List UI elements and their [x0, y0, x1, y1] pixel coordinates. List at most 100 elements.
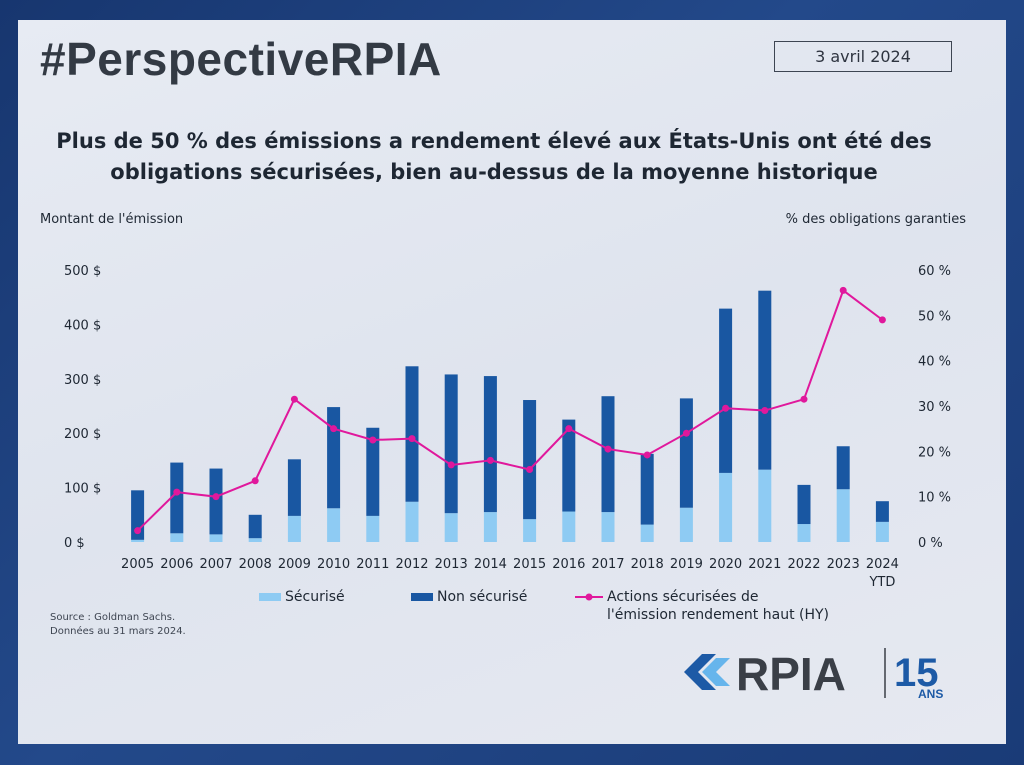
y-axis-right-label: % des obligations garanties: [785, 212, 966, 227]
y-tick-label: 100 $: [64, 482, 101, 497]
bar-unsecured: [797, 484, 811, 525]
x-tick-label: 2011: [356, 557, 389, 572]
line-point: [173, 488, 181, 496]
bar-secured: [797, 524, 811, 542]
bar-secured: [719, 472, 733, 542]
source-note: Source : Goldman Sachs. Données au 31 ma…: [50, 611, 186, 639]
line-point: [604, 445, 612, 453]
y-tick-label: 200 $: [64, 427, 101, 442]
rpia-logo-text: RPIA: [736, 648, 846, 700]
bar-unsecured: [209, 468, 223, 535]
x-tick-label: 2012: [395, 557, 428, 572]
bar-secured: [209, 534, 223, 542]
line-point: [565, 425, 573, 433]
bar-unsecured: [170, 462, 184, 534]
x-tick-label: 2005: [121, 557, 154, 572]
bar-unsecured: [523, 400, 537, 520]
legend-swatch-secured: [259, 593, 281, 601]
y2-tick-label: 40 %: [918, 355, 951, 370]
x-tick-label: 2023: [827, 557, 860, 572]
line-point: [290, 395, 298, 403]
bar-secured: [679, 507, 693, 542]
bar-unsecured: [758, 290, 772, 470]
bar-unsecured: [679, 398, 693, 508]
legend-label-line-text: Actions sécurisées de l'émission rendemen…: [607, 589, 830, 623]
bar-secured: [131, 539, 145, 542]
bar-secured: [483, 512, 497, 542]
line-point: [878, 316, 886, 324]
bar-secured: [405, 501, 419, 542]
bar-secured: [287, 515, 301, 542]
bar-unsecured: [719, 308, 733, 473]
bar-unsecured: [287, 459, 301, 516]
bar-secured: [562, 511, 576, 542]
rpia-logo-years: 15: [894, 651, 939, 695]
x-tick-label: 2018: [631, 557, 664, 572]
bar-unsecured: [601, 396, 615, 513]
y2-tick-label: 10 %: [918, 491, 951, 506]
rpia-logo: RPIA 15 ANS: [684, 648, 943, 701]
line-point: [682, 429, 690, 437]
bar-secured: [366, 515, 380, 542]
y2-tick-label: 30 %: [918, 400, 951, 415]
line-point: [330, 425, 338, 433]
x-tick-label: 2022: [787, 557, 820, 572]
x-tick-label: 2020: [709, 557, 742, 572]
line-point: [486, 456, 494, 464]
line-point: [526, 465, 534, 473]
legend-label-secured: Sécurisé: [285, 589, 345, 605]
bar-secured: [327, 508, 341, 542]
legend-swatch-unsecured: [411, 593, 433, 601]
bar-unsecured: [483, 376, 497, 513]
line-point: [408, 435, 416, 443]
x-tick-label: 2017: [591, 557, 624, 572]
line-point: [839, 286, 847, 294]
bar-unsecured: [327, 407, 341, 509]
bar-secured: [758, 469, 772, 542]
y-tick-label: 500 $: [64, 264, 101, 279]
bar-unsecured: [248, 514, 262, 539]
bar-secured: [875, 521, 889, 542]
bar-unsecured: [405, 366, 419, 502]
bar-secured: [523, 519, 537, 542]
content-card: [18, 20, 1006, 744]
hashtag-title: #PerspectiveRPIA: [40, 33, 442, 85]
x-tick-label: 2014: [474, 557, 507, 572]
chart-title: Plus de 50 % des émissions a rendement é…: [40, 126, 948, 188]
bar-secured: [601, 512, 615, 542]
source-line-1: Source : Goldman Sachs.: [50, 612, 176, 623]
y2-tick-label: 0 %: [918, 536, 943, 551]
date-box: 3 avril 2024: [774, 41, 952, 72]
x-tick-label: 2009: [278, 557, 311, 572]
x-tick-sublabel: YTD: [868, 575, 895, 590]
line-point: [212, 493, 220, 501]
line-point: [369, 436, 377, 444]
rpia-logo-years-suffix: ANS: [918, 687, 943, 701]
x-tick-label: 2015: [513, 557, 546, 572]
bar-secured: [170, 533, 184, 542]
x-tick-label: 2007: [199, 557, 232, 572]
line-point: [643, 451, 651, 459]
series-line-secured-share: [136, 288, 884, 532]
bar-unsecured: [640, 453, 654, 525]
y2-tick-label: 50 %: [918, 309, 951, 324]
bar-unsecured: [836, 446, 850, 490]
line-point: [761, 407, 769, 415]
x-tick-label: 2019: [670, 557, 703, 572]
x-tick-label: 2008: [239, 557, 272, 572]
rpia-logo-icon: [684, 654, 730, 690]
x-tick-label: 2016: [552, 557, 585, 572]
bar-secured: [640, 524, 654, 542]
line-point: [251, 477, 259, 485]
y-tick-label: 0 $: [64, 536, 85, 551]
y-tick-label: 300 $: [64, 373, 101, 388]
legend-swatch-line: [575, 593, 603, 601]
x-tick-label: 2021: [748, 557, 781, 572]
chart-title-line-2: obligations sécurisées, bien au-dessus d…: [110, 160, 878, 184]
bar-unsecured: [444, 374, 458, 514]
x-tick-label: 2024: [866, 557, 899, 572]
y2-tick-label: 60 %: [918, 264, 951, 279]
line-point: [722, 404, 730, 412]
bar-unsecured: [875, 501, 889, 522]
